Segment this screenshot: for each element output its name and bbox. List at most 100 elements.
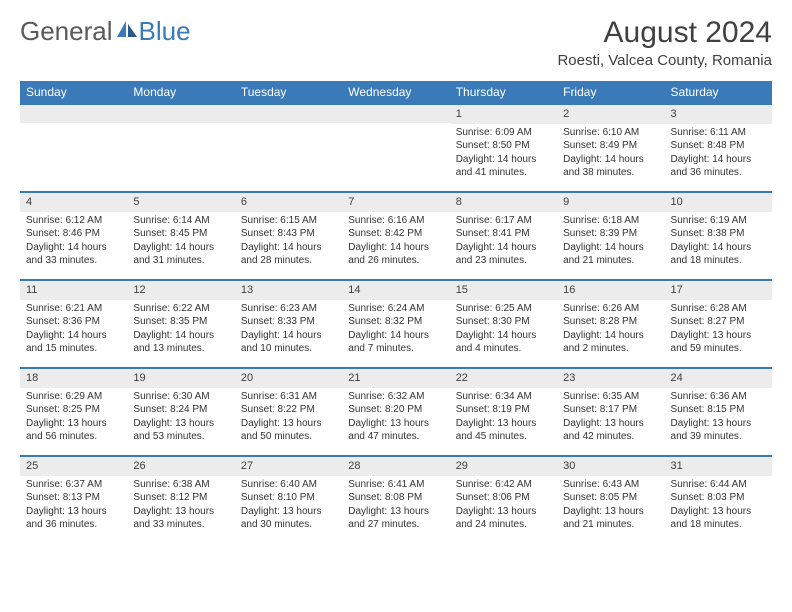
day-number: 19	[127, 367, 234, 388]
sunset-text: Sunset: 8:32 PM	[348, 315, 443, 329]
daylight-text: Daylight: 13 hours and 56 minutes.	[26, 417, 121, 444]
day-number: 26	[127, 455, 234, 476]
sunset-text: Sunset: 8:12 PM	[133, 491, 228, 505]
day-body: Sunrise: 6:38 AMSunset: 8:12 PMDaylight:…	[127, 476, 234, 536]
sunset-text: Sunset: 8:41 PM	[456, 227, 551, 241]
daylight-text: Daylight: 13 hours and 45 minutes.	[456, 417, 551, 444]
sunset-text: Sunset: 8:05 PM	[563, 491, 658, 505]
sunrise-text: Sunrise: 6:21 AM	[26, 302, 121, 316]
sunrise-text: Sunrise: 6:22 AM	[133, 302, 228, 316]
daylight-text: Daylight: 14 hours and 33 minutes.	[26, 241, 121, 268]
sunset-text: Sunset: 8:13 PM	[26, 491, 121, 505]
sunset-text: Sunset: 8:39 PM	[563, 227, 658, 241]
day-number: 27	[235, 455, 342, 476]
empty-day-header	[127, 103, 234, 123]
sunrise-text: Sunrise: 6:25 AM	[456, 302, 551, 316]
day-body: Sunrise: 6:24 AMSunset: 8:32 PMDaylight:…	[342, 300, 449, 360]
day-body: Sunrise: 6:40 AMSunset: 8:10 PMDaylight:…	[235, 476, 342, 536]
daylight-text: Daylight: 13 hours and 24 minutes.	[456, 505, 551, 532]
title-block: August 2024 Roesti, Valcea County, Roman…	[557, 16, 772, 69]
day-body: Sunrise: 6:26 AMSunset: 8:28 PMDaylight:…	[557, 300, 664, 360]
day-number: 16	[557, 279, 664, 300]
day-body: Sunrise: 6:42 AMSunset: 8:06 PMDaylight:…	[450, 476, 557, 536]
sunset-text: Sunset: 8:38 PM	[671, 227, 766, 241]
daylight-text: Daylight: 13 hours and 59 minutes.	[671, 329, 766, 356]
sunrise-text: Sunrise: 6:42 AM	[456, 478, 551, 492]
calendar-day-cell: 3Sunrise: 6:11 AMSunset: 8:48 PMDaylight…	[665, 103, 772, 191]
day-body: Sunrise: 6:23 AMSunset: 8:33 PMDaylight:…	[235, 300, 342, 360]
sunrise-text: Sunrise: 6:32 AM	[348, 390, 443, 404]
day-number: 25	[20, 455, 127, 476]
sunrise-text: Sunrise: 6:14 AM	[133, 214, 228, 228]
day-number: 28	[342, 455, 449, 476]
day-body: Sunrise: 6:36 AMSunset: 8:15 PMDaylight:…	[665, 388, 772, 448]
day-body: Sunrise: 6:25 AMSunset: 8:30 PMDaylight:…	[450, 300, 557, 360]
day-body: Sunrise: 6:10 AMSunset: 8:49 PMDaylight:…	[557, 124, 664, 184]
daylight-text: Daylight: 13 hours and 21 minutes.	[563, 505, 658, 532]
daylight-text: Daylight: 13 hours and 50 minutes.	[241, 417, 336, 444]
sunset-text: Sunset: 8:27 PM	[671, 315, 766, 329]
daylight-text: Daylight: 13 hours and 33 minutes.	[133, 505, 228, 532]
sunrise-text: Sunrise: 6:11 AM	[671, 126, 766, 140]
sunrise-text: Sunrise: 6:23 AM	[241, 302, 336, 316]
sunrise-text: Sunrise: 6:40 AM	[241, 478, 336, 492]
daylight-text: Daylight: 14 hours and 4 minutes.	[456, 329, 551, 356]
calendar-day-cell: 30Sunrise: 6:43 AMSunset: 8:05 PMDayligh…	[557, 455, 664, 543]
daylight-text: Daylight: 14 hours and 26 minutes.	[348, 241, 443, 268]
day-number: 23	[557, 367, 664, 388]
day-number: 4	[20, 191, 127, 212]
sunrise-text: Sunrise: 6:15 AM	[241, 214, 336, 228]
day-number: 30	[557, 455, 664, 476]
sunrise-text: Sunrise: 6:31 AM	[241, 390, 336, 404]
sunset-text: Sunset: 8:08 PM	[348, 491, 443, 505]
calendar-day-cell: 16Sunrise: 6:26 AMSunset: 8:28 PMDayligh…	[557, 279, 664, 367]
sunset-text: Sunset: 8:42 PM	[348, 227, 443, 241]
daylight-text: Daylight: 14 hours and 7 minutes.	[348, 329, 443, 356]
day-number: 10	[665, 191, 772, 212]
sunset-text: Sunset: 8:50 PM	[456, 139, 551, 153]
day-number: 3	[665, 103, 772, 124]
day-number: 6	[235, 191, 342, 212]
calendar-day-cell: 26Sunrise: 6:38 AMSunset: 8:12 PMDayligh…	[127, 455, 234, 543]
daylight-text: Daylight: 14 hours and 18 minutes.	[671, 241, 766, 268]
day-body: Sunrise: 6:19 AMSunset: 8:38 PMDaylight:…	[665, 212, 772, 272]
day-number: 31	[665, 455, 772, 476]
calendar-day-cell: 14Sunrise: 6:24 AMSunset: 8:32 PMDayligh…	[342, 279, 449, 367]
day-body: Sunrise: 6:32 AMSunset: 8:20 PMDaylight:…	[342, 388, 449, 448]
sunrise-text: Sunrise: 6:30 AM	[133, 390, 228, 404]
weekday-header: Monday	[127, 81, 234, 103]
sunset-text: Sunset: 8:24 PM	[133, 403, 228, 417]
calendar-week-row: 4Sunrise: 6:12 AMSunset: 8:46 PMDaylight…	[20, 191, 772, 279]
weekday-header: Wednesday	[342, 81, 449, 103]
day-body: Sunrise: 6:21 AMSunset: 8:36 PMDaylight:…	[20, 300, 127, 360]
calendar-week-row: 25Sunrise: 6:37 AMSunset: 8:13 PMDayligh…	[20, 455, 772, 543]
weekday-header: Tuesday	[235, 81, 342, 103]
day-number: 18	[20, 367, 127, 388]
day-number: 1	[450, 103, 557, 124]
sunrise-text: Sunrise: 6:36 AM	[671, 390, 766, 404]
logo-text-blue: Blue	[139, 16, 191, 47]
calendar-day-cell: 22Sunrise: 6:34 AMSunset: 8:19 PMDayligh…	[450, 367, 557, 455]
month-title: August 2024	[557, 16, 772, 50]
calendar-week-row: 11Sunrise: 6:21 AMSunset: 8:36 PMDayligh…	[20, 279, 772, 367]
calendar-day-cell: 1Sunrise: 6:09 AMSunset: 8:50 PMDaylight…	[450, 103, 557, 191]
header: General Blue August 2024 Roesti, Valcea …	[20, 16, 772, 69]
daylight-text: Daylight: 14 hours and 28 minutes.	[241, 241, 336, 268]
day-body: Sunrise: 6:14 AMSunset: 8:45 PMDaylight:…	[127, 212, 234, 272]
day-number: 13	[235, 279, 342, 300]
empty-day-header	[20, 103, 127, 123]
daylight-text: Daylight: 14 hours and 15 minutes.	[26, 329, 121, 356]
calendar-day-cell: 28Sunrise: 6:41 AMSunset: 8:08 PMDayligh…	[342, 455, 449, 543]
daylight-text: Daylight: 13 hours and 27 minutes.	[348, 505, 443, 532]
calendar-day-cell	[127, 103, 234, 191]
sunset-text: Sunset: 8:49 PM	[563, 139, 658, 153]
sunset-text: Sunset: 8:19 PM	[456, 403, 551, 417]
sunrise-text: Sunrise: 6:28 AM	[671, 302, 766, 316]
day-number: 5	[127, 191, 234, 212]
calendar-day-cell: 18Sunrise: 6:29 AMSunset: 8:25 PMDayligh…	[20, 367, 127, 455]
calendar-day-cell: 15Sunrise: 6:25 AMSunset: 8:30 PMDayligh…	[450, 279, 557, 367]
day-body: Sunrise: 6:29 AMSunset: 8:25 PMDaylight:…	[20, 388, 127, 448]
day-number: 29	[450, 455, 557, 476]
day-body: Sunrise: 6:12 AMSunset: 8:46 PMDaylight:…	[20, 212, 127, 272]
day-body: Sunrise: 6:09 AMSunset: 8:50 PMDaylight:…	[450, 124, 557, 184]
